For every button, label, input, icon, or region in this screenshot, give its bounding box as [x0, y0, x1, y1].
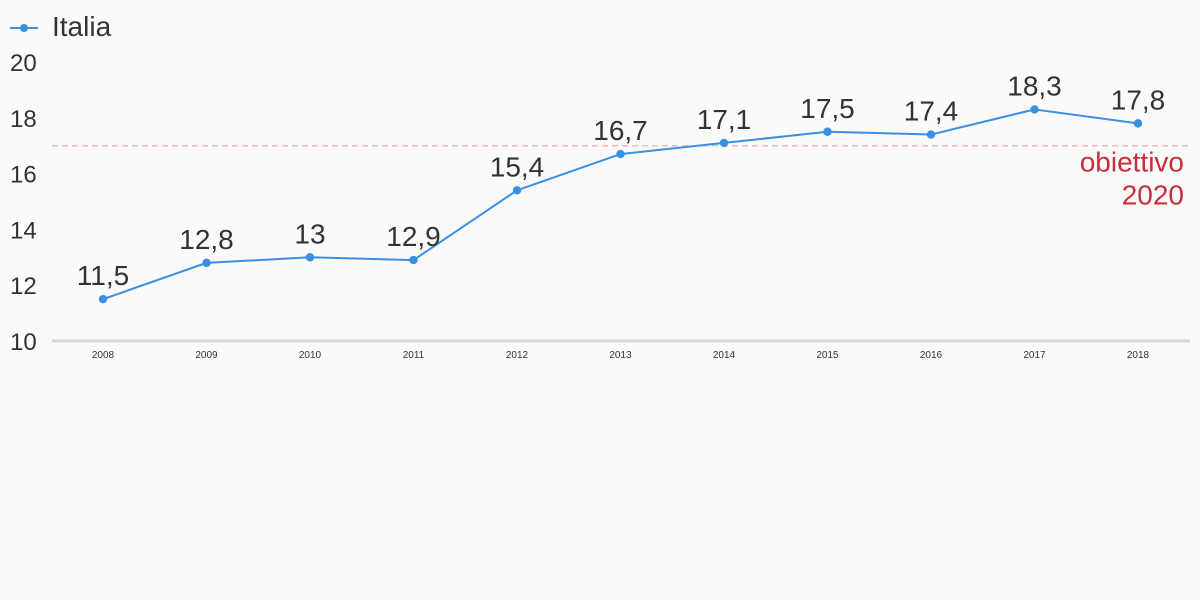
data-point-2015 — [823, 127, 832, 136]
x-tick-label-2013: 2013 — [609, 350, 632, 361]
legend: Italia — [10, 11, 112, 42]
target-label-line1: obiettivo — [1080, 147, 1184, 178]
series-layer — [98, 105, 1143, 304]
data-point-2013 — [616, 149, 625, 159]
y-tick-label-20: 20 — [10, 50, 37, 77]
legend-marker — [20, 24, 28, 32]
data-label-layer: 11,5 12,8 13 12,9 15,4 16,7 17,1 17,5 17,4 18,3 17… — [77, 70, 1165, 291]
data-point-2008 — [98, 294, 108, 304]
data-label-2012: 15,4 — [490, 151, 545, 182]
x-axis: 2008 2009 2010 2011 2012 2013 2014 2015 2016 2017… — [52, 339, 1190, 361]
y-tick-label-10: 10 — [10, 329, 37, 356]
data-label-2009: 12,8 — [179, 224, 234, 255]
data-label-2018: 17,8 — [1111, 84, 1166, 115]
data-label-2008: 11,5 — [77, 260, 129, 291]
data-label-2016: 17,4 — [904, 96, 959, 127]
data-point-2018 — [1133, 119, 1143, 128]
x-tick-label-2016: 2016 — [920, 350, 943, 361]
y-tick-label-14: 14 — [10, 217, 37, 244]
target-label-line2: 2020 — [1122, 180, 1184, 211]
x-tick-label-2017: 2017 — [1023, 350, 1046, 361]
x-tick-label-2010: 2010 — [299, 350, 322, 361]
data-label-2013: 16,7 — [593, 115, 648, 146]
x-tick-label-2018: 2018 — [1127, 350, 1150, 361]
data-point-2009 — [202, 258, 211, 268]
data-point-2016 — [926, 130, 936, 139]
data-label-2017: 18,3 — [1007, 70, 1062, 101]
legend-label-italia: Italia — [52, 11, 112, 42]
y-axis: 10 12 14 16 18 20 — [10, 50, 37, 356]
y-tick-label-16: 16 — [10, 162, 37, 189]
data-label-2010: 13 — [294, 218, 325, 249]
data-point-2011 — [409, 255, 418, 265]
data-point-2010 — [305, 253, 315, 262]
x-tick-label-2008: 2008 — [92, 350, 115, 361]
data-label-2015: 17,5 — [800, 93, 855, 124]
x-tick-label-2009: 2009 — [195, 350, 218, 361]
data-point-2017 — [1030, 105, 1039, 114]
data-label-2011: 12,9 — [386, 221, 441, 252]
x-tick-label-2011: 2011 — [403, 350, 425, 361]
data-point-2014 — [719, 138, 729, 148]
data-label-2014: 17,1 — [697, 104, 752, 135]
y-tick-label-18: 18 — [10, 106, 37, 133]
y-tick-label-12: 12 — [10, 273, 37, 300]
x-tick-label-2014: 2014 — [713, 350, 736, 361]
x-tick-label-2012: 2012 — [506, 350, 529, 361]
x-tick-label-2015: 2015 — [816, 350, 839, 361]
data-point-2012 — [512, 186, 522, 195]
